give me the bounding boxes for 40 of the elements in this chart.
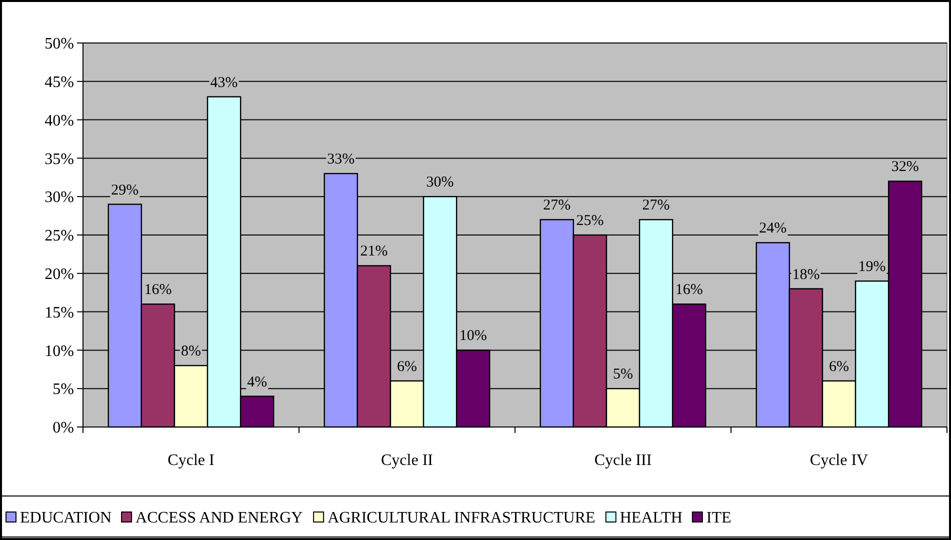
- x-tick-label: Cycle I: [168, 452, 214, 469]
- y-tick-label: 25%: [44, 228, 74, 245]
- legend-label: EDUCATION: [20, 510, 112, 527]
- data-label: 30%: [426, 174, 454, 191]
- x-tick-label: Cycle III: [594, 452, 652, 469]
- legend-label: ACCESS AND ENERGY: [136, 510, 304, 527]
- data-label: 27%: [642, 198, 670, 214]
- data-label: 16%: [675, 282, 703, 298]
- data-label: 19%: [858, 259, 886, 276]
- data-label: 4%: [247, 374, 268, 390]
- data-label: 10%: [459, 328, 487, 344]
- data-label: 33%: [327, 152, 355, 168]
- data-label: 29%: [111, 182, 139, 198]
- data-label: 25%: [576, 213, 604, 229]
- y-tick-label: 50%: [44, 36, 74, 53]
- legend-label: AGRICULTURAL INFRASTRUCTURE: [328, 510, 596, 527]
- data-label: 32%: [891, 159, 919, 176]
- y-tick-label: 30%: [44, 189, 74, 206]
- y-tick-label: 35%: [44, 150, 74, 168]
- y-tick-label: 15%: [44, 304, 74, 322]
- data-label: 18%: [792, 266, 820, 283]
- data-label: 6%: [397, 358, 417, 375]
- legend-label: ITE: [706, 510, 732, 527]
- data-label: 24%: [759, 220, 787, 237]
- x-tick-label: Cycle II: [381, 452, 433, 469]
- data-label: 27%: [543, 198, 571, 214]
- legend-label: HEALTH: [620, 510, 683, 527]
- data-label: 21%: [360, 244, 388, 260]
- y-tick-label: 5%: [52, 381, 74, 398]
- y-tick-label: 20%: [44, 266, 74, 283]
- data-label: 43%: [210, 74, 238, 91]
- data-label: 6%: [829, 358, 849, 375]
- y-tick-label: 0%: [52, 420, 74, 437]
- data-label: 16%: [144, 282, 172, 298]
- y-tick-label: 45%: [44, 74, 74, 91]
- y-tick-label: 10%: [44, 342, 74, 360]
- y-tick-label: 40%: [44, 112, 74, 130]
- x-tick-label: Cycle IV: [810, 452, 869, 469]
- data-label: 8%: [181, 344, 201, 360]
- data-label: 5%: [613, 366, 633, 383]
